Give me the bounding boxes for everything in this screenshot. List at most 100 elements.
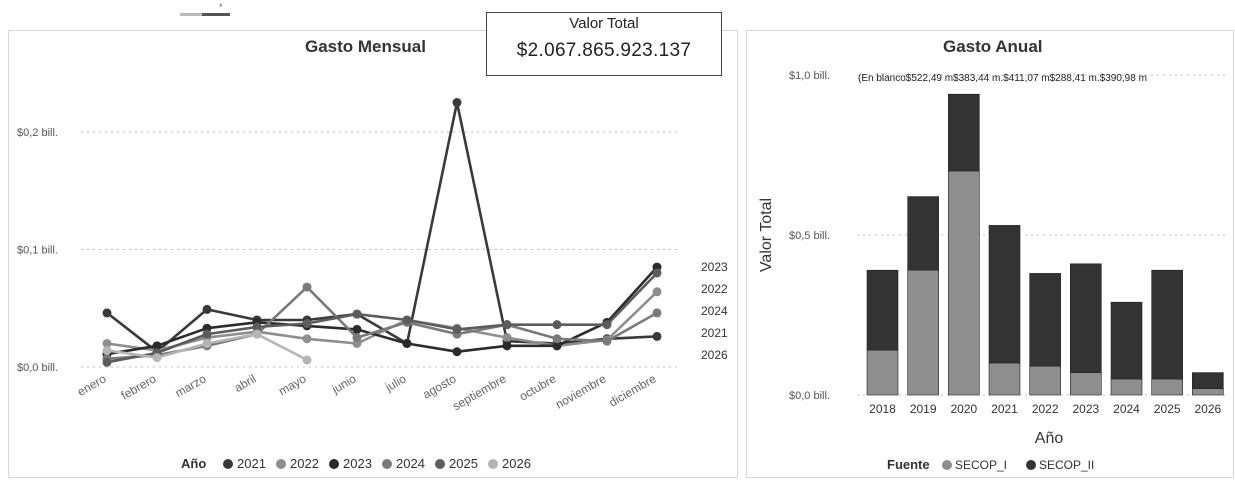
x-tick-label: 2025 — [1154, 402, 1181, 416]
bar-segment-SECOP_I-2019[interactable] — [907, 269, 939, 396]
legend-item-2023[interactable]: 2023 — [343, 456, 372, 471]
data-point-2026[interactable] — [202, 338, 212, 348]
data-point-2023[interactable] — [352, 324, 362, 334]
data-point-2024[interactable] — [552, 334, 562, 344]
data-point-2023[interactable] — [402, 338, 412, 348]
x-tick-label: julio — [382, 371, 409, 394]
y-tick-label: $0,1 bill. — [17, 244, 58, 256]
data-point-2023[interactable] — [452, 347, 462, 357]
data-point-2024[interactable] — [652, 308, 662, 318]
bar-segment-SECOP_I-2024[interactable] — [1110, 378, 1143, 396]
x-tick-label: febrero — [119, 371, 159, 402]
bar-segment-SECOP_II-2023[interactable] — [1070, 263, 1102, 373]
bar-total-labels: (En blanco$522,49 m$383,44 m.$411,07 m$2… — [858, 73, 1147, 84]
bar-segment-SECOP_I-2022[interactable] — [1029, 365, 1061, 396]
legend-item-2022[interactable]: 2022 — [290, 456, 319, 471]
x-tick-label: 2026 — [1194, 402, 1221, 416]
slicer-track[interactable] — [180, 13, 230, 16]
bar-segment-SECOP_II-2024[interactable] — [1110, 301, 1143, 380]
legend-title: Año — [181, 456, 206, 471]
x-tick-label: 2020 — [950, 402, 977, 416]
data-point-2026[interactable] — [302, 355, 312, 365]
data-point-2024[interactable] — [302, 282, 312, 292]
data-point-2025[interactable] — [552, 320, 562, 330]
monthly-chart-title: Gasto Mensual — [305, 37, 426, 56]
legend-item-2025[interactable]: 2025 — [449, 456, 478, 471]
bar-segment-SECOP_I-2020[interactable] — [948, 170, 980, 396]
bar-segment-SECOP_I-2023[interactable] — [1070, 372, 1102, 396]
data-point-2025[interactable] — [502, 320, 512, 330]
y-tick-label: $0,2 bill. — [17, 127, 58, 139]
bar-segment-SECOP_II-2026[interactable] — [1192, 372, 1224, 389]
data-point-2021[interactable] — [102, 308, 112, 318]
data-point-2022[interactable] — [652, 287, 662, 297]
monthly-line-chart: $0,0 bill. $0,1 bill. $0,2 bill. enero febre… — [17, 98, 728, 471]
series-line-2022 — [106, 290, 658, 352]
bar-segment-SECOP_II-2019[interactable] — [907, 196, 939, 271]
legend-item-2024[interactable]: 2024 — [396, 456, 425, 471]
data-point-2022[interactable] — [302, 334, 312, 344]
bar-segment-SECOP_I-2021[interactable] — [988, 362, 1021, 396]
data-point-2025[interactable] — [102, 357, 112, 367]
data-point-2025[interactable] — [402, 315, 412, 325]
data-point-2024[interactable] — [352, 333, 362, 343]
bar-segment-SECOP_I-2018[interactable] — [866, 349, 899, 396]
legend-marker-SECOP_I — [942, 460, 952, 470]
x-tick-label: noviembre — [553, 371, 609, 411]
bar-segment-SECOP_I-2026[interactable] — [1192, 388, 1224, 396]
data-point-2026[interactable] — [102, 346, 112, 356]
x-tick-label: mayo — [276, 371, 309, 398]
legend-item-2026[interactable]: 2026 — [502, 456, 531, 471]
x-tick-label: septiembre — [450, 371, 509, 413]
bar-segment-SECOP_I-2025[interactable] — [1151, 378, 1183, 396]
data-point-2025[interactable] — [302, 319, 312, 329]
slicer-marker: * — [219, 2, 223, 12]
bar-segment-SECOP_II-2021[interactable] — [988, 225, 1021, 364]
data-point-2024[interactable] — [602, 336, 612, 346]
data-point-2026[interactable] — [152, 353, 162, 363]
y-tick-label: $0,0 bill. — [789, 390, 830, 402]
legend-marker-2022 — [276, 459, 286, 469]
series-end-label: 2026 — [701, 348, 728, 362]
bar-segment-SECOP_II-2025[interactable] — [1151, 269, 1183, 380]
y-tick-label: $1,0 bill. — [789, 70, 830, 82]
data-point-2021[interactable] — [452, 98, 462, 108]
data-point-2023[interactable] — [152, 341, 162, 351]
slicer-fill — [202, 13, 230, 16]
x-tick-label: agosto — [420, 371, 458, 401]
data-point-2025[interactable] — [452, 324, 462, 334]
data-point-2025[interactable] — [202, 329, 212, 339]
data-point-2025[interactable] — [602, 320, 612, 330]
data-point-2022[interactable] — [102, 338, 112, 348]
data-point-2023[interactable] — [502, 341, 512, 351]
series-line-2024 — [106, 285, 658, 361]
data-point-2021[interactable] — [652, 331, 662, 341]
series-line-2021 — [106, 101, 658, 353]
legend-item-2021[interactable]: 2021 — [237, 456, 266, 471]
x-axis-label: Año — [1035, 430, 1064, 447]
bar-segment-SECOP_II-2020[interactable] — [948, 93, 980, 172]
bar-segment-SECOP_II-2018[interactable] — [866, 269, 899, 351]
data-point-2025[interactable] — [352, 309, 362, 319]
annual-chart-title: Gasto Anual — [943, 37, 1043, 56]
legend-marker-2025 — [435, 459, 445, 469]
x-tick-label: diciembre — [606, 371, 658, 409]
y-tick-label: $0,0 bill. — [17, 362, 58, 374]
series-line-2025 — [106, 272, 658, 364]
data-point-2022[interactable] — [502, 333, 512, 343]
legend-marker-2024 — [382, 459, 392, 469]
monthly-chart-panel: Gasto Mensual $0,0 bill. $0,1 bill. $0,2 b… — [8, 30, 738, 478]
data-point-2023[interactable] — [552, 341, 562, 351]
legend-item-SECOP_II[interactable]: SECOP_II — [1039, 458, 1094, 472]
data-point-2025[interactable] — [252, 322, 262, 332]
total-value-card: Valor Total $2.067.865.923.137 — [486, 12, 722, 76]
x-tick-label: enero — [75, 371, 109, 399]
data-point-2025[interactable] — [652, 268, 662, 278]
legend-item-SECOP_I[interactable]: SECOP_I — [955, 458, 1007, 472]
series-end-label: 2022 — [701, 282, 728, 296]
x-tick-label: 2023 — [1072, 402, 1099, 416]
data-point-2021[interactable] — [202, 304, 212, 314]
bar-segment-SECOP_II-2022[interactable] — [1029, 273, 1061, 367]
data-point-2026[interactable] — [252, 329, 262, 339]
x-tick-label: 2018 — [869, 402, 896, 416]
